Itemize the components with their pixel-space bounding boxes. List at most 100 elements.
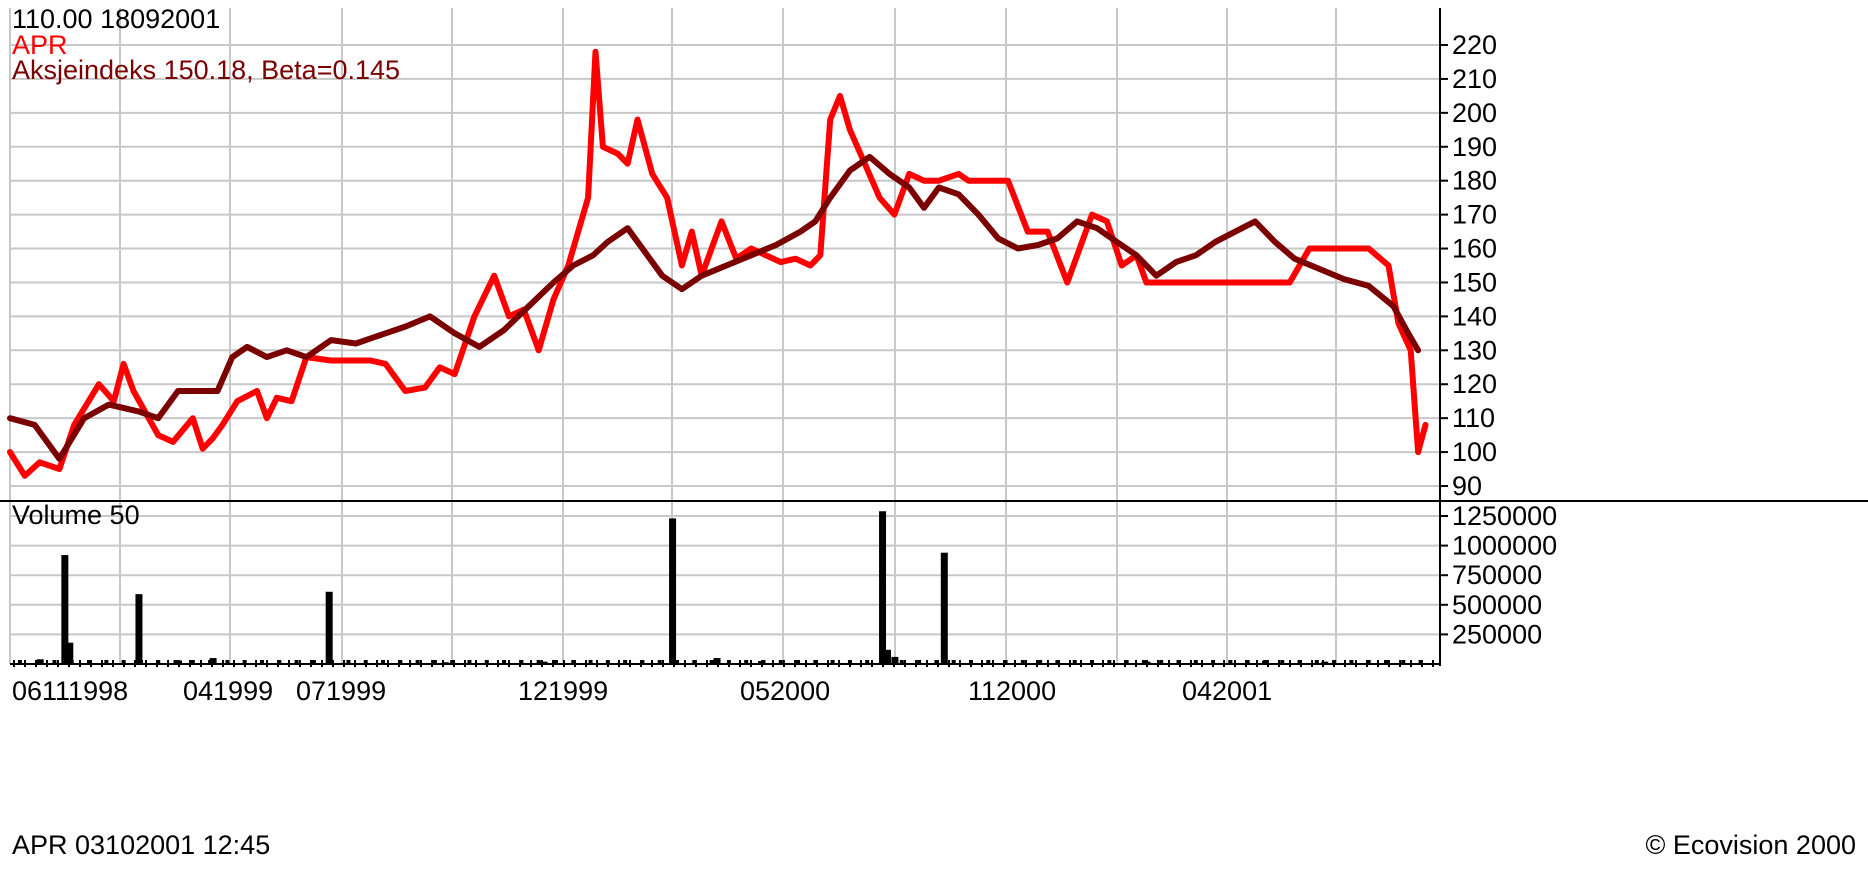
volume-bar [1349,660,1354,664]
volume-bar [940,552,948,664]
footer-ticker-timestamp: APR 03102001 12:45 [12,830,271,860]
volume-bar [398,660,403,664]
volume-bar [52,660,57,664]
volume-bar [692,660,697,664]
volume-bar [1321,661,1329,664]
grid-lines [9,8,1441,664]
price-y-tick-label: 90 [1452,471,1482,501]
volume-bar [1003,660,1008,664]
volume-y-tick-label: 750000 [1452,560,1542,590]
volume-bar [536,660,541,664]
x-tick-label: 06111998 [12,676,128,706]
last-price-label: 110.00 18092001 [12,4,221,34]
volume-bar [709,660,714,664]
volume-bar [104,660,109,664]
price-y-tick-label: 220 [1452,30,1497,60]
volume-bar [865,660,870,664]
volume-y-tick-label: 1250000 [1452,501,1557,531]
volume-bar [1072,660,1077,664]
volume-bar [209,658,217,664]
volume-bar [640,660,645,664]
volume-bar [346,660,351,664]
volume-bars [17,511,1423,664]
aksjeindeks-line [7,153,1422,462]
volume-bar [294,660,299,664]
volume-y-tick-label: 500000 [1452,590,1542,620]
price-y-tick-label: 200 [1452,98,1497,128]
volume-bar [135,594,143,664]
volume-bar [1228,660,1233,664]
volume-bar [540,661,548,664]
volume-bar [225,660,230,664]
volume-bar [588,660,593,664]
volume-bar [1038,660,1043,664]
volume-bar [761,660,766,664]
volume-bar [1124,660,1129,664]
volume-bar [917,660,922,664]
volume-bar [66,642,74,664]
volume-bar [778,660,783,664]
volume-bar [1020,660,1025,664]
volume-y-tick-label: 250000 [1452,619,1542,649]
volume-bar [883,649,891,664]
volume-bar [450,660,455,664]
volume-bar [623,660,628,664]
volume-bar [61,555,69,664]
volume-bar [951,660,956,664]
apr-price-line [7,48,1429,479]
volume-bar [173,660,178,664]
x-tick-label: 112000 [968,676,1056,706]
volume-bar [1176,660,1181,664]
volume-bar [830,660,835,664]
volume-bar [36,659,44,664]
price-y-tick-label: 100 [1452,437,1497,467]
volume-bar [381,660,386,664]
volume-bar [657,660,662,664]
volume-bar [259,660,264,664]
price-y-tick-label: 110 [1452,403,1495,433]
volume-bar [899,660,904,664]
volume-bar [1159,660,1164,664]
x-tick-label: 042001 [1182,676,1272,706]
volume-bar [1193,660,1198,664]
volume-bar [138,660,143,664]
ticker-label: APR [12,30,68,60]
volume-bar [502,660,507,664]
volume-bar [796,660,801,664]
price-y-tick-label: 130 [1452,335,1497,365]
volume-bar [1055,660,1060,664]
volume-bar [1280,660,1285,664]
volume-bar [986,660,991,664]
x-tick-label: 041999 [183,676,273,706]
volume-bar [190,660,195,664]
volume-bar [69,660,74,664]
price-y-tick-label: 190 [1452,132,1497,162]
volume-bar [744,660,749,664]
volume-bar [156,660,161,664]
price-y-tick-label: 210 [1452,64,1497,94]
volume-bar [553,660,558,664]
volume-bar [934,660,939,664]
volume-bar [571,660,576,664]
volume-bar [1418,660,1423,664]
price-y-tick-label: 120 [1452,369,1497,399]
volume-bar [1262,660,1267,664]
copyright-label: © Ecovision 2000 [1645,830,1856,860]
volume-bar [277,660,282,664]
volume-bar [467,660,472,664]
price-y-tick-label: 180 [1452,166,1497,196]
price-y-tick-label: 140 [1452,301,1497,331]
volume-bar [311,660,316,664]
index-label: Aksjeindeks 150.18, Beta=0.145 [12,55,401,85]
volume-bar [208,660,213,664]
volume-bar [17,660,22,664]
volume-y-tick-label: 1000000 [1452,531,1557,561]
x-tick-label: 071999 [296,676,386,706]
price-lines [7,48,1429,479]
volume-bar [325,591,333,664]
volume-bar [1401,660,1406,664]
volume-bar [1141,660,1146,664]
volume-bar [87,660,92,664]
